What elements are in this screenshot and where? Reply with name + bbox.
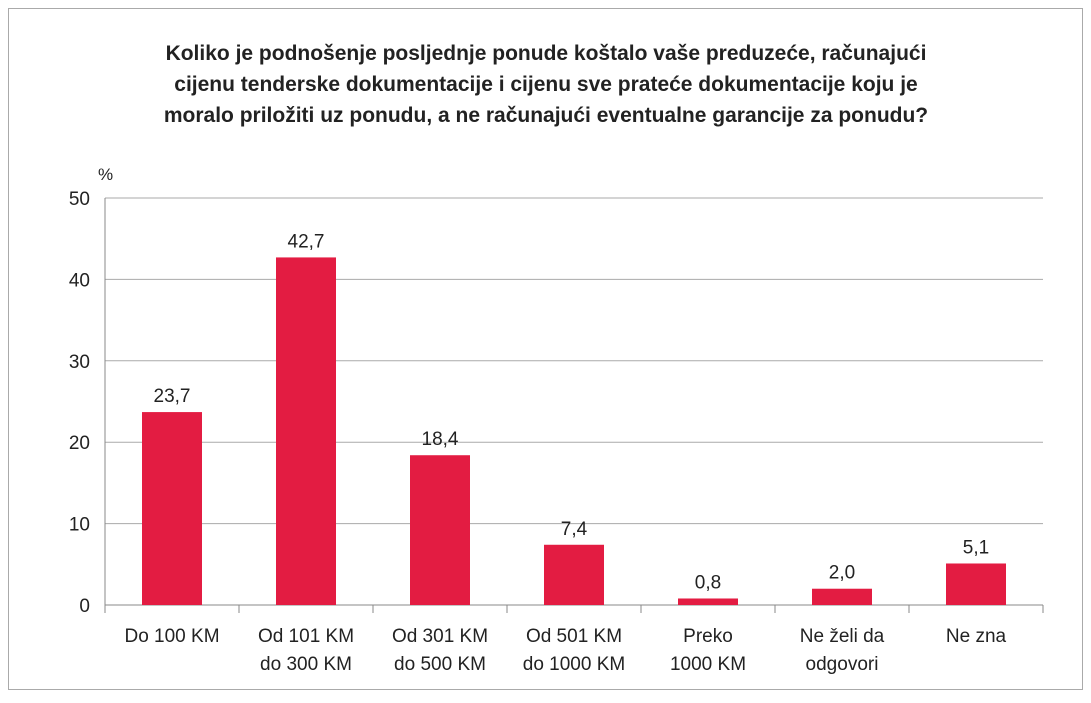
y-tick-label: 10	[69, 515, 90, 536]
bar	[678, 598, 738, 605]
value-label: 0,8	[695, 572, 721, 593]
x-tick-label: Ne želi da odgovori	[800, 626, 885, 675]
y-tick-label: 20	[69, 433, 90, 454]
y-axis-label: %	[98, 165, 113, 184]
y-tick-label: 0	[79, 596, 90, 617]
value-label: 23,7	[154, 386, 191, 407]
y-tick-label: 40	[69, 270, 90, 291]
bar	[410, 455, 470, 605]
x-tick-label: Od 501 KM do 1000 KM	[523, 626, 625, 675]
bar	[946, 563, 1006, 605]
y-tick-label: 50	[69, 189, 90, 210]
frame	[8, 8, 1083, 690]
bar	[276, 257, 336, 605]
x-tick-label: Do 100 KM	[124, 626, 219, 647]
x-tick-label: Preko 1000 KM	[670, 626, 746, 675]
x-tick-label: Od 301 KM do 500 KM	[392, 626, 488, 675]
bar	[812, 588, 872, 605]
chart-title: Koliko je podnošenje posljednje ponude k…	[164, 42, 928, 127]
bar	[544, 544, 604, 605]
value-label: 18,4	[422, 429, 459, 450]
value-label: 42,7	[288, 231, 325, 252]
value-label: 5,1	[963, 537, 989, 558]
y-tick-label: 30	[69, 352, 90, 373]
value-label: 7,4	[561, 519, 588, 540]
x-tick-label: Od 101 KM do 300 KM	[258, 626, 354, 675]
x-tick-label: Ne zna	[946, 626, 1007, 647]
bar	[142, 412, 202, 605]
value-label: 2,0	[829, 563, 855, 584]
